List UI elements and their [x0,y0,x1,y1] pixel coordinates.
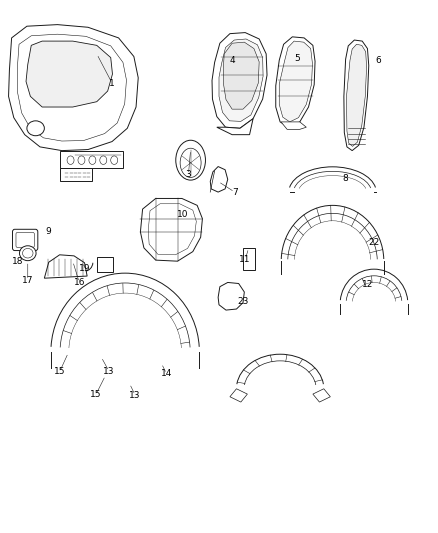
Text: 15: 15 [54,367,65,376]
Circle shape [111,156,118,165]
Text: 11: 11 [240,255,251,264]
FancyBboxPatch shape [12,229,38,251]
Ellipse shape [176,140,205,180]
Polygon shape [230,389,247,402]
Ellipse shape [27,121,44,136]
Ellipse shape [19,246,36,261]
Text: 16: 16 [74,278,85,287]
Ellipse shape [180,148,201,177]
Text: 6: 6 [375,56,381,64]
Polygon shape [44,255,87,278]
Text: 19: 19 [79,264,90,272]
Circle shape [89,156,96,165]
Polygon shape [212,33,267,128]
Polygon shape [281,122,306,130]
Text: 9: 9 [46,228,52,237]
Text: 13: 13 [103,367,115,376]
Text: 8: 8 [343,174,349,183]
Text: 3: 3 [186,170,191,179]
Polygon shape [218,282,244,310]
Polygon shape [60,151,123,168]
Bar [243,248,255,270]
Circle shape [100,156,107,165]
Polygon shape [60,168,92,181]
Text: 18: 18 [12,257,24,265]
Polygon shape [279,41,312,122]
Polygon shape [26,41,113,107]
Polygon shape [223,42,259,109]
Text: 4: 4 [229,56,235,64]
FancyBboxPatch shape [16,232,34,247]
Text: 10: 10 [177,211,189,220]
Ellipse shape [22,248,33,258]
Text: 5: 5 [295,54,300,63]
Bar [97,257,113,272]
Polygon shape [346,44,367,147]
Text: 7: 7 [232,188,237,197]
Circle shape [78,156,85,165]
Circle shape [67,156,74,165]
Text: 17: 17 [22,276,34,285]
Polygon shape [219,39,263,122]
Text: 14: 14 [161,369,172,378]
Text: 1: 1 [109,78,115,87]
Text: 23: 23 [237,296,249,305]
Polygon shape [141,198,202,261]
Polygon shape [148,204,196,255]
Polygon shape [276,37,315,127]
Polygon shape [17,34,127,141]
Text: 15: 15 [90,390,102,399]
Text: 13: 13 [129,391,141,400]
Polygon shape [344,40,369,151]
Polygon shape [217,119,253,135]
Polygon shape [313,389,330,402]
Polygon shape [9,25,138,151]
Text: 22: 22 [368,238,380,247]
Text: 12: 12 [362,279,373,288]
Polygon shape [210,166,228,192]
